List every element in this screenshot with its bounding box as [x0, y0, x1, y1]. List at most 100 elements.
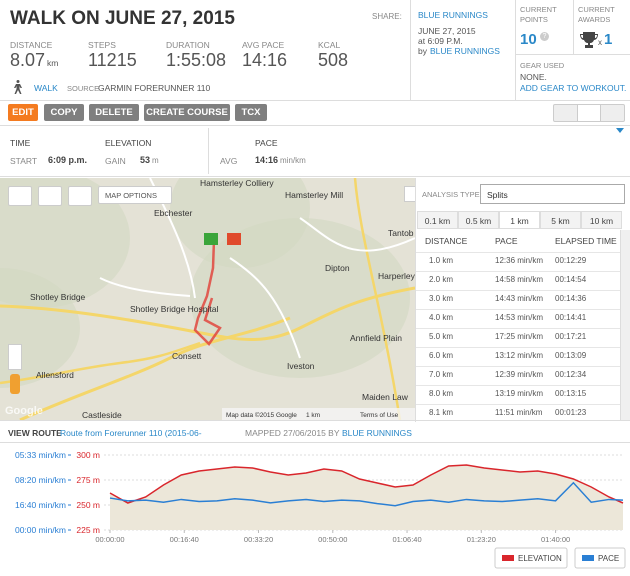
activity-type[interactable]: WALK: [34, 83, 58, 93]
split-cell: 7.0 km: [429, 370, 454, 379]
summary-number: 14:16: [255, 155, 279, 165]
route-label: VIEW ROUTE: [8, 428, 62, 438]
button[interactable]: COPY: [44, 104, 84, 121]
stat-value: 8.07 km: [10, 50, 58, 71]
split-cell: 8.1 km: [429, 408, 454, 417]
user-link[interactable]: BLUE RUNNINGS: [418, 10, 488, 20]
stat-number: 14:16: [242, 50, 288, 70]
stat-number: 8.07: [10, 50, 46, 70]
divider: [0, 125, 630, 126]
split-tab[interactable]: 0.1 km: [417, 211, 458, 229]
split-cell: 14:43 min/km: [495, 294, 544, 303]
map-road: [99, 277, 191, 297]
divider: [0, 442, 630, 443]
stat-label: STEPS: [88, 40, 116, 50]
split-cell: 4.0 km: [429, 313, 454, 322]
analysis-select[interactable]: Splits: [480, 184, 625, 204]
divider: [515, 0, 516, 100]
map-place: Harperley: [378, 271, 415, 281]
legend-label: ELEVATION: [518, 554, 562, 563]
map-route: [193, 239, 222, 346]
x-tick-label: 01:40:00: [541, 535, 570, 544]
map-place: Allensford: [36, 370, 74, 380]
series-line: [109, 481, 624, 507]
map-place: Hamsterley Colliery: [200, 178, 274, 188]
map-control[interactable]: [8, 186, 32, 206]
y2-tick-label: 05:33 min/km: [15, 450, 66, 460]
split-cell: 1.0 km: [429, 256, 454, 265]
stat-number: 11215: [88, 50, 137, 70]
gear-link[interactable]: ADD GEAR TO WORKOUT.: [520, 83, 627, 93]
zoom-control[interactable]: [8, 344, 22, 370]
row-divider: [415, 309, 620, 310]
button[interactable]: DELETE: [89, 104, 139, 121]
y-tick-label: 250 m: [76, 500, 100, 510]
button[interactable]: CREATE COURSE: [144, 104, 230, 121]
stat-number: 1:55:08: [166, 50, 227, 70]
divider: [0, 176, 630, 177]
route-name[interactable]: Route from Forerunner 110 (2015-06-: [60, 428, 202, 438]
gear-value: NONE.: [520, 72, 547, 82]
by-label: by: [418, 46, 427, 56]
legend-label: PACE: [598, 554, 619, 563]
split-cell: 14:53 min/km: [495, 313, 544, 322]
source-value: GARMIN FORERUNNER 110: [98, 83, 211, 93]
split-cell: 14:58 min/km: [495, 275, 544, 284]
split-tab[interactable]: 5 km: [540, 211, 581, 229]
split-cell: 11:51 min/km: [495, 408, 543, 417]
split-cell: 00:13:09: [555, 351, 587, 360]
map-place: Consett: [172, 351, 202, 361]
x-tick-label: 01:23:20: [467, 535, 496, 544]
walker: [14, 80, 22, 94]
mapped-user[interactable]: BLUE RUNNINGS: [342, 428, 412, 438]
map-control[interactable]: [68, 186, 92, 206]
split-tab[interactable]: 10 km: [581, 211, 622, 229]
split-cell: 2.0 km: [429, 275, 454, 284]
row-divider: [415, 271, 620, 272]
start-marker: [204, 233, 218, 245]
view-toggle-mid[interactable]: [577, 104, 601, 122]
points-label: CURRENT POINTS: [520, 5, 557, 24]
split-cell: 00:14:36: [555, 294, 587, 303]
map-road: [0, 286, 415, 342]
map-control[interactable]: [38, 186, 62, 206]
awards-label: CURRENT AWARDS: [578, 5, 615, 24]
collapse-arrow[interactable]: [616, 128, 624, 133]
map-logo: Google: [5, 405, 43, 417]
user-link[interactable]: BLUE RUNNINGS: [429, 46, 500, 56]
map-place: Castleside: [82, 410, 122, 420]
x-tick-label: 00:16:40: [170, 535, 199, 544]
stat-unit: km: [47, 58, 59, 68]
split-cell: 5.0 km: [429, 332, 454, 341]
map-terms: Terms of Use: [360, 412, 399, 419]
x-tick-label: 00:33:20: [244, 535, 273, 544]
map-options[interactable]: MAP OPTIONS: [98, 186, 172, 204]
trophy: [580, 32, 598, 48]
map-place: Iveston: [287, 361, 315, 371]
split-tab[interactable]: 1 km: [499, 211, 540, 229]
summary-unit: m: [152, 156, 159, 165]
button[interactable]: EDIT: [8, 104, 38, 121]
row-divider: [415, 366, 620, 367]
stat-number: 508: [318, 50, 349, 70]
end-marker: [227, 233, 241, 245]
split-cell: 6.0 km: [429, 351, 454, 360]
row-divider: [415, 347, 620, 348]
pegman[interactable]: [10, 374, 20, 394]
mapped-label: MAPPED 27/06/2015 BY: [245, 428, 340, 438]
award-x: x: [598, 38, 602, 47]
column-header: DISTANCE: [425, 236, 468, 246]
divider: [573, 0, 574, 54]
help-icon[interactable]: ?: [540, 32, 549, 41]
attribution-bg: [222, 408, 415, 420]
button[interactable]: TCX: [235, 104, 267, 121]
stat-value: 1:55:08: [166, 50, 226, 71]
summary-value: 6:09 p.m.: [48, 155, 87, 165]
split-cell: 13:19 min/km: [495, 389, 544, 398]
split-tab[interactable]: 0.5 km: [458, 211, 499, 229]
analysis-label: ANALYSIS TYPE:: [422, 190, 482, 199]
legend-box: [494, 547, 568, 569]
scrollbar[interactable]: [620, 230, 630, 420]
map-road: [229, 257, 301, 359]
